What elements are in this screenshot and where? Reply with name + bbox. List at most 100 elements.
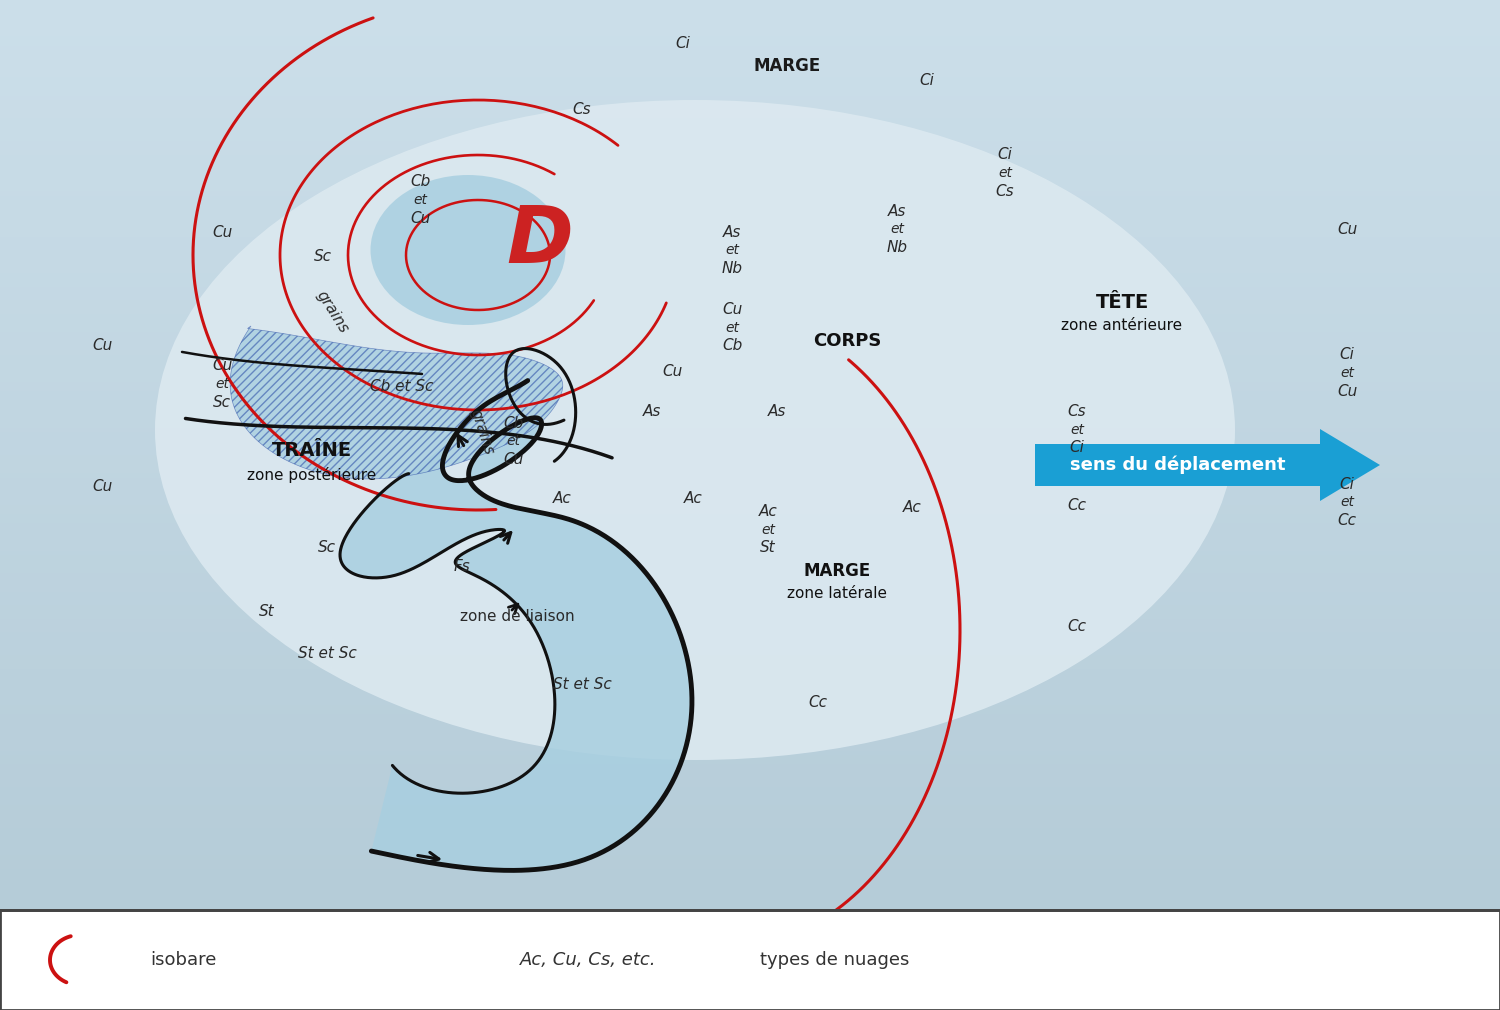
Bar [0,818,1500,823]
Text: Cc: Cc [808,695,826,710]
Bar [0,736,1500,741]
Bar [0,649,1500,655]
Bar [0,263,1500,269]
Text: Cu: Cu [211,224,232,239]
Text: et: et [890,222,904,236]
Bar [0,727,1500,732]
Bar [0,591,1500,596]
Bar [0,322,1500,327]
Text: Cu: Cu [92,480,112,494]
Bar [0,317,1500,323]
Bar [0,613,1500,619]
Bar [0,513,1500,519]
Text: Cu: Cu [410,211,430,226]
Bar [0,313,1500,318]
Bar [0,381,1500,387]
Bar [0,231,1500,236]
Text: Cu: Cu [211,359,232,374]
Text: Nb: Nb [722,261,742,276]
Bar [0,518,1500,523]
Text: Cc: Cc [1338,513,1356,528]
Bar [0,254,1500,260]
Bar [0,213,1500,218]
Text: Ci: Ci [1340,477,1354,492]
Bar [0,482,1500,487]
Bar [0,304,1500,309]
Bar [0,595,1500,601]
Bar [0,249,1500,255]
Bar [0,204,1500,209]
Bar [0,4,1500,9]
Bar [0,344,1500,350]
Ellipse shape [154,100,1234,760]
Text: Sc: Sc [318,540,336,556]
Text: D: D [507,202,573,280]
Bar [0,63,1500,69]
Bar [0,868,1500,874]
Bar [0,159,1500,164]
Text: Cb et Sc: Cb et Sc [370,379,434,394]
Bar [0,636,1500,641]
Bar [0,568,1500,574]
Text: Ci: Ci [1340,347,1354,363]
Bar [0,99,1500,105]
Text: CORPS: CORPS [813,332,882,350]
Bar [0,417,1500,423]
Bar [0,140,1500,145]
Ellipse shape [370,175,566,325]
Bar [0,618,1500,623]
Text: et: et [413,193,428,207]
Text: Ac: Ac [759,504,777,519]
Text: Cc: Cc [1068,618,1086,633]
Bar [0,877,1500,883]
Text: Ac: Ac [903,500,921,515]
Polygon shape [340,381,692,871]
Bar [0,90,1500,96]
Bar [0,390,1500,396]
Bar [0,131,1500,136]
Bar [0,722,1500,728]
Text: et: et [998,166,1012,180]
Bar [0,582,1500,587]
Text: Cb: Cb [503,416,524,430]
Bar [0,864,1500,869]
Bar [0,759,1500,765]
Text: et: et [724,243,740,258]
Bar [0,627,1500,632]
Bar [0,226,1500,232]
Bar [0,645,1500,650]
Bar [1035,444,1320,486]
Bar [0,554,1500,560]
Bar [0,399,1500,405]
Text: Cb: Cb [410,175,430,190]
Bar [0,673,1500,678]
Bar [0,910,1500,1010]
Bar [0,845,1500,850]
Bar [0,604,1500,610]
Bar [0,827,1500,832]
Text: Nb: Nb [886,240,908,255]
Text: Cc: Cc [1068,498,1086,512]
Bar [0,113,1500,118]
Bar [0,40,1500,45]
Bar [0,745,1500,750]
Bar [0,800,1500,805]
Bar [0,149,1500,155]
Bar [0,17,1500,23]
Bar [0,404,1500,409]
Text: Ac, Cu, Cs, etc.: Ac, Cu, Cs, etc. [520,951,657,969]
Bar [0,186,1500,191]
Bar [0,395,1500,400]
Bar [0,522,1500,528]
Bar [0,713,1500,719]
Bar [0,386,1500,391]
Bar [0,840,1500,846]
Bar [0,882,1500,887]
Bar [0,181,1500,187]
Bar [0,495,1500,501]
Bar [0,117,1500,123]
Bar [0,199,1500,205]
Bar [0,177,1500,182]
Text: St: St [260,604,274,619]
Bar [0,268,1500,273]
